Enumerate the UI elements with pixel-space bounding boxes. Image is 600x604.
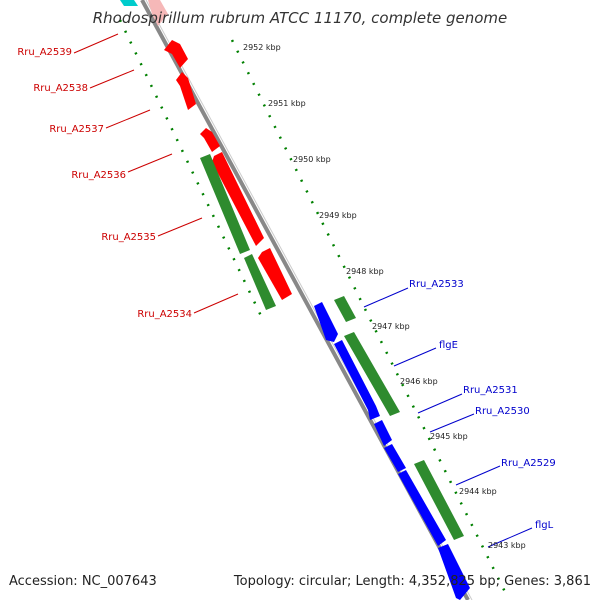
- scale-label: 2943 kbp: [488, 541, 526, 550]
- cds-block-flgE[interactable]: [344, 332, 400, 416]
- genome-summary-text: Topology: circular; Length: 4,352,825 bp…: [233, 574, 591, 589]
- cds-block-Rru_A2534[interactable]: [244, 254, 276, 310]
- cds-block-Rru_A2533[interactable]: [334, 296, 356, 322]
- accession-text: Accession: NC_007643: [9, 574, 157, 589]
- callout-line-flgE: [393, 347, 437, 367]
- gene-label-Rru_A2531[interactable]: Rru_A2531: [463, 385, 518, 396]
- callout-line-Rru_A2535: [157, 217, 203, 237]
- scale-label: 2948 kbp: [346, 267, 384, 276]
- gene-label-Rru_A2530[interactable]: Rru_A2530: [475, 406, 530, 417]
- gene-label-Rru_A2534[interactable]: Rru_A2534: [137, 309, 192, 320]
- page-title: Rhodospirillum rubrum ATCC 11170, comple…: [92, 9, 508, 27]
- callout-line-Rru_A2531: [417, 393, 463, 414]
- gene-label-flgE[interactable]: flgE: [439, 340, 458, 351]
- cds-block-Rru_A2535[interactable]: [200, 154, 250, 254]
- gene-arrow-flgE[interactable]: [334, 340, 380, 420]
- gene-label-Rru_A2533[interactable]: Rru_A2533: [409, 279, 464, 290]
- reverse-track-dotted-line: [118, 19, 264, 319]
- partial-gene-arrow[interactable]: [120, 0, 138, 6]
- gene-arrow-Rru_A2533[interactable]: [314, 302, 338, 342]
- forward-track-dotted-line: [230, 39, 510, 599]
- gene-arrow-Rru_A2535[interactable]: [212, 152, 264, 246]
- scale-label: 2945 kbp: [430, 432, 468, 441]
- gene-arrow-Rru_A2529[interactable]: [398, 470, 446, 546]
- faded-reverse-gene[interactable]: [148, 0, 168, 26]
- callout-line-Rru_A2538: [89, 69, 135, 89]
- gene-label-Rru_A2535[interactable]: Rru_A2535: [101, 232, 156, 243]
- callout-line-Rru_A2537: [105, 109, 151, 129]
- gene-arrow-Rru_A2536[interactable]: [200, 128, 220, 152]
- callout-line-Rru_A2530: [429, 413, 475, 433]
- scale-label: 2947 kbp: [372, 322, 410, 331]
- gene-arrow-Rru_A2537[interactable]: [176, 72, 196, 110]
- callout-line-Rru_A2539: [73, 33, 119, 54]
- gene-arrow-Rru_A2530[interactable]: [384, 444, 406, 472]
- gene-label-Rru_A2538[interactable]: Rru_A2538: [33, 83, 88, 94]
- scale-label: 2944 kbp: [459, 487, 497, 496]
- gene-arrow-Rru_A2531[interactable]: [374, 420, 392, 446]
- gene-label-Rru_A2539[interactable]: Rru_A2539: [17, 47, 72, 58]
- scale-label: 2951 kbp: [268, 99, 306, 108]
- scale-label: 2950 kbp: [293, 155, 331, 164]
- gene-label-Rru_A2537[interactable]: Rru_A2537: [49, 124, 104, 135]
- gene-arrow-Rru_A2534[interactable]: [258, 248, 292, 300]
- gene-arrow-flgL[interactable]: [438, 544, 470, 600]
- gene-label-Rru_A2536[interactable]: Rru_A2536: [71, 170, 126, 181]
- gene-arrow-Rru_A2538[interactable]: [164, 40, 188, 68]
- scale-label: 2946 kbp: [400, 377, 438, 386]
- cds-block-Rru_A2529[interactable]: [414, 460, 464, 540]
- scale-label: 2952 kbp: [243, 43, 281, 52]
- callout-line-Rru_A2536: [127, 153, 173, 173]
- callout-line-Rru_A2534: [193, 293, 239, 314]
- gene-label-flgL[interactable]: flgL: [535, 520, 554, 531]
- scale-label: 2949 kbp: [319, 211, 357, 220]
- callout-line-flgL: [487, 527, 533, 548]
- callout-line-Rru_A2533: [363, 287, 409, 308]
- callout-line-Rru_A2529: [455, 465, 501, 486]
- gene-label-Rru_A2529[interactable]: Rru_A2529: [501, 458, 556, 469]
